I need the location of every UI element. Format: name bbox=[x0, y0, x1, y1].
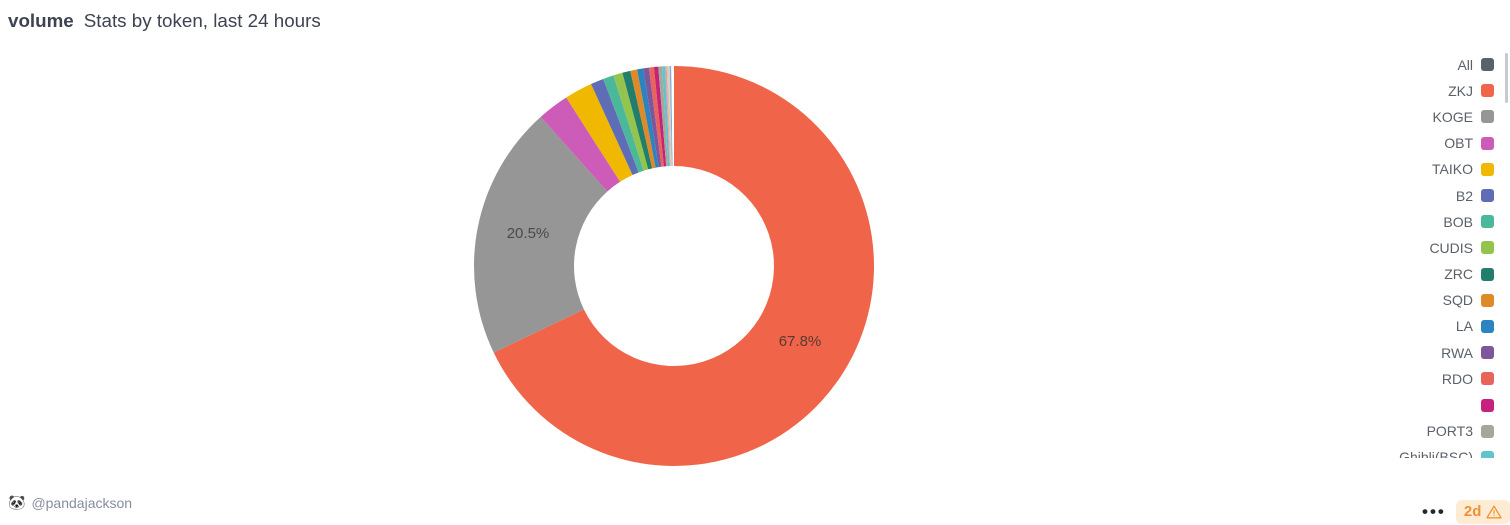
svg-text:67.8%: 67.8% bbox=[779, 333, 822, 350]
svg-text:20.5%: 20.5% bbox=[507, 225, 550, 242]
